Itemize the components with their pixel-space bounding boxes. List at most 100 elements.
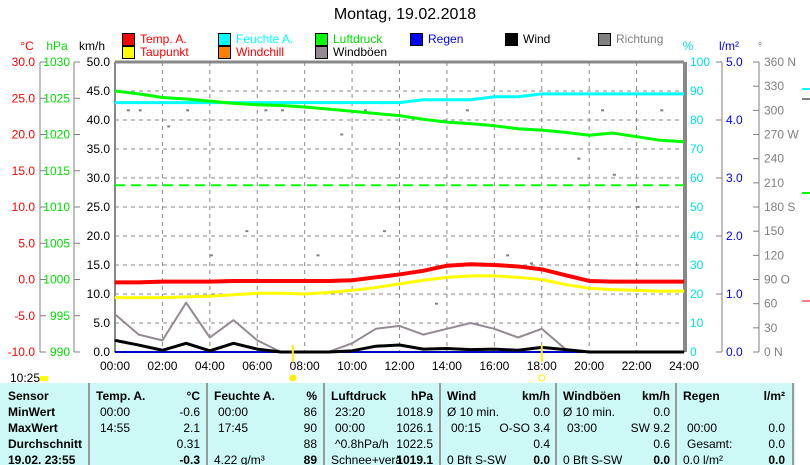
direction-point (577, 157, 581, 160)
data-point (564, 284, 566, 286)
legend-label: Wind (523, 32, 551, 46)
axis-tick-label-humidity: 90 (690, 84, 704, 98)
direction-point (636, 206, 640, 208)
row-label: Durchschnitt (8, 437, 83, 451)
data-point (256, 280, 258, 282)
direction-point (245, 230, 249, 233)
data-point (493, 351, 495, 353)
data-point (541, 93, 543, 95)
data-point (399, 102, 400, 104)
direction-point (660, 109, 664, 112)
direction-point (363, 109, 367, 112)
legend-swatch-icon (505, 32, 518, 46)
data-point (280, 280, 282, 282)
legend-swatch-icon (410, 32, 423, 46)
cell-time: 00:00 (335, 421, 366, 435)
axis-tick-label-direction: 0 N (764, 345, 783, 359)
direction-point (382, 230, 386, 233)
data-point (399, 325, 400, 327)
data-point (327, 102, 329, 104)
data-point (659, 290, 661, 292)
header-label: Regen (683, 389, 720, 403)
data-point (612, 281, 614, 283)
legend-label: Feuchte A. (236, 32, 294, 46)
data-point (422, 118, 424, 120)
axis-tick-label-wind: 30.0 (87, 171, 111, 185)
data-point (683, 351, 685, 353)
data-point (493, 96, 495, 98)
data-point (185, 281, 187, 283)
row-label: MaxWert (8, 421, 58, 435)
axis-tick-label-temp: 5.0 (18, 236, 35, 250)
x-tick-label: 06:00 (242, 359, 272, 373)
direction-point (316, 254, 320, 257)
cell-value: 0.0 (768, 437, 785, 451)
header-label: Feuchte A. (214, 389, 275, 403)
axis-tick-label-direction: 300 (764, 103, 784, 117)
axis-tick-label-humidity: 40 (690, 229, 704, 243)
col-pressure (325, 383, 441, 465)
data-point (280, 105, 282, 106)
data-point (185, 342, 187, 344)
cell-time: 00:00 (218, 405, 249, 419)
current-time: 10:25 (10, 371, 41, 385)
data-point (683, 141, 685, 143)
axis-unit-direction: ° (758, 39, 763, 53)
axis-tick-label-humidity: 0 (690, 345, 697, 359)
data-point (161, 97, 163, 99)
data-point (446, 276, 448, 278)
legend-swatch-icon (218, 45, 231, 59)
axis-tick-label-temp: 0.0 (18, 273, 35, 287)
legend-label: Richtung (616, 32, 664, 46)
data-point (636, 136, 638, 138)
cell-time: 00:15 (451, 421, 482, 435)
row-label: MinWert (8, 405, 56, 419)
data-point (327, 351, 329, 353)
axis-unit-rain: l/m² (719, 39, 739, 53)
header-unit: km/h (641, 389, 670, 403)
data-point (541, 328, 543, 330)
data-point (256, 339, 258, 341)
cell-time: 14:55 (100, 421, 131, 435)
axis-tick-label-temp: 25.0 (12, 91, 36, 105)
data-point (114, 90, 116, 92)
legend-swatch-icon (122, 45, 135, 59)
cell-value: 0.6 (653, 437, 670, 451)
sunrise-icon (289, 374, 297, 382)
cell-time: Schnee+verä (331, 453, 403, 465)
axis-tick-label-pressure: 1030 (43, 55, 70, 69)
legend-item: Richtung (598, 32, 663, 46)
data-point (138, 334, 140, 336)
axis-tick-label-temp: 10.0 (12, 200, 36, 214)
data-point (399, 283, 400, 285)
axis-tick-label-pressure: 1010 (43, 200, 70, 214)
axis-tick-label-pressure: 1025 (43, 91, 70, 105)
data-point (138, 281, 140, 283)
axis-tick-label-direction: 120 (764, 248, 784, 262)
data-point (612, 289, 614, 291)
axis-tick-label-wind: 0.0 (93, 345, 110, 359)
data-point (446, 348, 448, 350)
cell-value: SW 9.2 (630, 421, 670, 435)
data-point (209, 295, 211, 297)
data-point (422, 270, 424, 272)
data-point (564, 274, 566, 276)
chart-title: Montag, 19.02.2018 (333, 6, 477, 23)
axis-tick-label-wind: 45.0 (87, 84, 111, 98)
data-point (256, 104, 258, 106)
header-unit: km/h (521, 389, 550, 403)
cell-value: 89 (303, 453, 317, 465)
data-point (470, 322, 472, 324)
data-point (517, 96, 519, 98)
x-tick-label: 04:00 (195, 359, 225, 373)
data-point (114, 339, 116, 341)
legend-label: Regen (428, 32, 464, 46)
cell-value: O-SO 3.4 (499, 421, 550, 435)
col-sensor (0, 383, 90, 465)
cell-value: 0.0 (768, 453, 785, 465)
axis-tick-label-wind: 50.0 (87, 55, 111, 69)
cell-time: 4.22 g/m³ (214, 453, 265, 465)
axis-tick-label-direction: 360 N (764, 55, 796, 69)
axis-tick-label-rain: 1.0 (726, 287, 743, 301)
cell-value: -0.6 (179, 405, 200, 419)
